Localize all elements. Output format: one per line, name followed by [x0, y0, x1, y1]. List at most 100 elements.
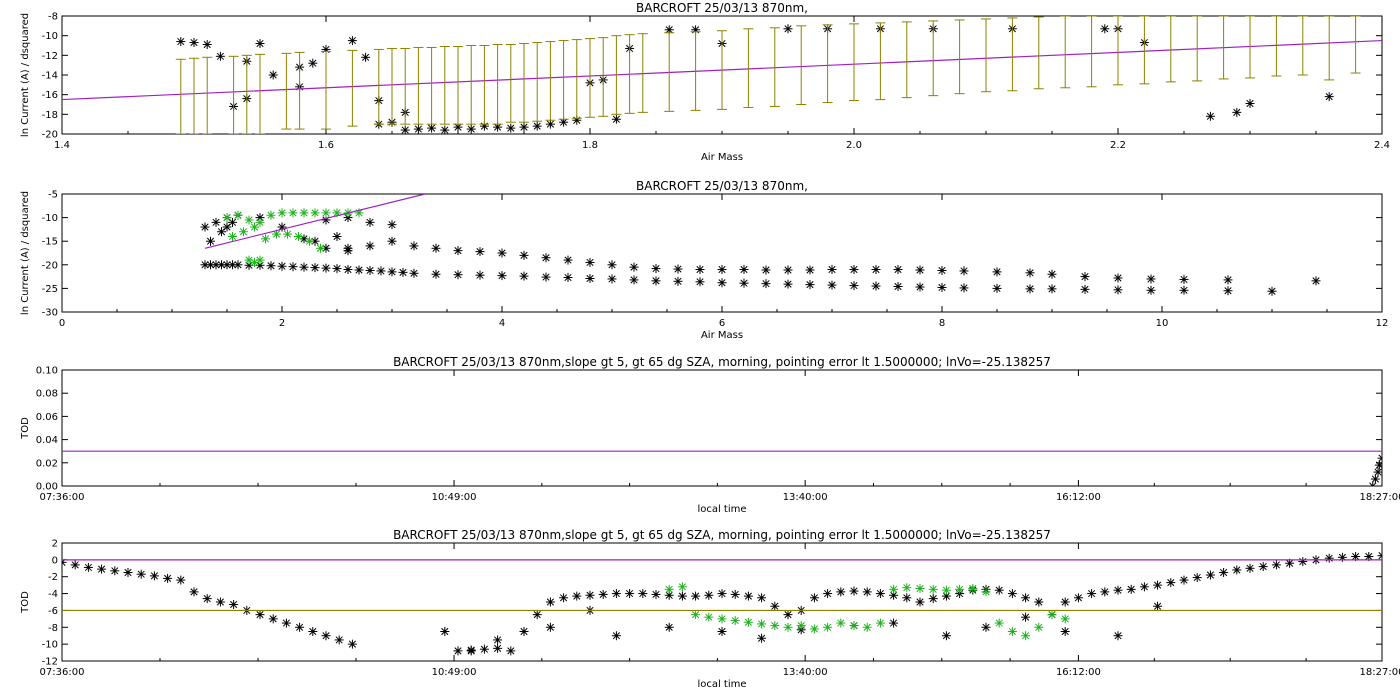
- error-bar: [453, 45, 463, 125]
- data-point: [1073, 593, 1083, 603]
- data-point: [902, 583, 912, 593]
- data-point: [761, 265, 771, 275]
- data-point: [1179, 575, 1189, 585]
- data-point: [937, 282, 947, 292]
- error-bar: [373, 48, 384, 125]
- error-bar: [598, 37, 609, 117]
- data-point: [334, 635, 344, 645]
- data-point: [638, 589, 648, 599]
- data-point: [1285, 558, 1295, 568]
- data-point: [871, 265, 881, 275]
- data-point: [730, 616, 740, 626]
- x-tick-label: 4: [499, 318, 505, 329]
- data-point: [770, 601, 780, 611]
- data-point: [541, 253, 551, 263]
- data-point: [673, 276, 683, 286]
- data-point: [889, 618, 899, 628]
- data-point: [651, 264, 661, 274]
- data-point: [629, 262, 639, 272]
- data-point: [1166, 578, 1176, 588]
- data-point: [255, 217, 265, 227]
- data-point: [559, 593, 569, 603]
- data-point: [717, 614, 727, 624]
- y-tick-label: 0.10: [36, 366, 58, 377]
- data-point: [255, 610, 265, 620]
- data-point: [1232, 107, 1242, 117]
- y-tick-label: -10: [42, 31, 58, 42]
- data-point: [893, 282, 903, 292]
- error-bar: [1165, 16, 1176, 83]
- data-point: [387, 267, 397, 277]
- data-point: [283, 229, 292, 239]
- error-bar: [611, 35, 622, 115]
- data-point: [453, 246, 463, 256]
- error-bar: [585, 38, 595, 118]
- data-point: [1373, 467, 1382, 477]
- data-point: [994, 618, 1004, 628]
- error-bar: [664, 32, 675, 112]
- data-point: [1021, 593, 1031, 603]
- error-bar: [1297, 16, 1308, 76]
- y-tick-label: -8: [48, 623, 58, 634]
- data-point: [1034, 622, 1044, 632]
- data-point: [332, 231, 342, 241]
- error-bar: [1324, 16, 1335, 81]
- data-point: [250, 222, 259, 232]
- error-bar: [796, 25, 807, 105]
- data-point: [268, 614, 278, 624]
- data-point: [440, 125, 450, 134]
- y-tick-label: 0.08: [36, 389, 58, 400]
- data-point: [893, 265, 903, 275]
- data-point: [202, 40, 212, 50]
- data-point: [365, 265, 375, 275]
- x-tick-label: 10:49:00: [432, 667, 477, 678]
- data-point: [875, 618, 885, 628]
- data-point: [163, 573, 173, 583]
- data-point: [215, 51, 225, 61]
- data-point: [1153, 601, 1163, 611]
- data-point: [717, 265, 727, 275]
- data-point: [239, 227, 248, 237]
- data-point: [83, 562, 93, 572]
- x-tick-label: 1.8: [582, 140, 598, 151]
- data-point: [1034, 597, 1044, 607]
- data-point: [783, 265, 793, 275]
- error-bar: [466, 45, 477, 125]
- data-point: [1047, 284, 1057, 294]
- data-point: [1368, 481, 1378, 486]
- data-point: [299, 262, 309, 272]
- x-axis-label: local time: [697, 679, 746, 690]
- data-point: [959, 266, 969, 276]
- y-tick-label: -16: [42, 90, 58, 101]
- data-point: [354, 265, 364, 275]
- data-point: [222, 213, 232, 223]
- error-bar: [769, 27, 780, 107]
- data-point: [545, 622, 555, 632]
- plot-area: [62, 450, 1382, 486]
- data-point: [849, 265, 859, 275]
- plot-area: [62, 16, 1382, 134]
- data-point: [453, 646, 463, 656]
- y-tick-label: -14: [42, 71, 58, 82]
- data-point: [409, 268, 419, 278]
- data-point: [598, 589, 608, 599]
- plot-frame: [61, 369, 1383, 487]
- data-point: [1377, 453, 1382, 463]
- x-tick-label: 07:36:00: [40, 667, 85, 678]
- data-point: [849, 586, 859, 596]
- data-point: [277, 208, 287, 218]
- data-point: [889, 584, 899, 594]
- data-point: [1298, 557, 1308, 567]
- data-point: [823, 622, 833, 632]
- data-point: [347, 36, 357, 46]
- data-point: [770, 621, 780, 631]
- error-bar: [532, 42, 543, 122]
- data-point: [1007, 589, 1017, 599]
- data-point: [572, 591, 582, 601]
- error-bar: [255, 53, 265, 134]
- data-point: [959, 283, 969, 293]
- data-point: [1179, 285, 1189, 295]
- error-bar: [1218, 16, 1229, 80]
- data-point: [809, 593, 819, 603]
- data-point: [244, 215, 254, 225]
